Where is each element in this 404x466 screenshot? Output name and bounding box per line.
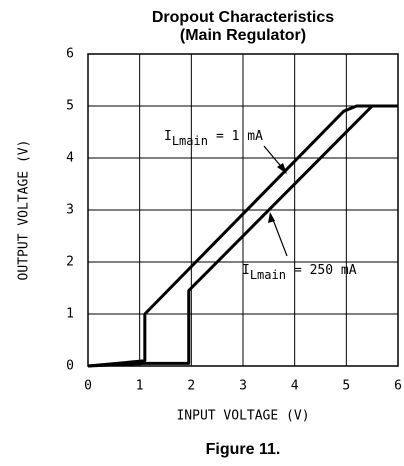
x-axis-label: INPUT VOLTAGE (V) xyxy=(176,409,309,424)
y-tick-label: 2 xyxy=(66,255,74,270)
caption: Figure 11. xyxy=(206,441,281,458)
x-tick-label: 6 xyxy=(394,379,402,394)
x-tick-label: 1 xyxy=(136,379,144,394)
annotation: ILmain = 250 mA xyxy=(242,263,357,282)
y-tick-label: 1 xyxy=(66,307,74,322)
x-tick-label: 3 xyxy=(239,379,247,394)
x-tick-label: 4 xyxy=(291,379,299,394)
y-axis-label: OUTPUT VOLTAGE (V) xyxy=(17,140,32,281)
y-tick-label: 3 xyxy=(66,203,74,218)
line-series xyxy=(87,104,398,368)
x-tick-label: 0 xyxy=(84,379,92,394)
y-tick-label: 0 xyxy=(66,359,74,374)
x-tick-label: 5 xyxy=(342,379,350,394)
annotation-subscript: Lmain xyxy=(250,268,286,282)
annotation-text: = 250 mA xyxy=(294,263,357,278)
chart-title: Dropout Characteristics xyxy=(152,9,334,26)
annotation-arrows xyxy=(263,145,288,257)
arrow xyxy=(271,216,288,257)
arrowhead xyxy=(268,212,275,223)
line-series xyxy=(87,104,398,368)
annotation-text: = 1 mA xyxy=(216,129,263,144)
plot-frame xyxy=(87,53,399,367)
annotation-symbol: I xyxy=(164,129,172,144)
annotation: ILmain = 1 mA xyxy=(164,129,263,148)
y-tick-label: 5 xyxy=(66,99,74,114)
y-tick-label: 4 xyxy=(66,151,74,166)
y-tick-label: 6 xyxy=(66,47,74,62)
x-tick-label: 2 xyxy=(187,379,195,394)
annotation-symbol: I xyxy=(242,263,250,278)
annotation-subscript: Lmain xyxy=(172,134,208,148)
chart-subtitle: (Main Regulator) xyxy=(180,27,306,44)
